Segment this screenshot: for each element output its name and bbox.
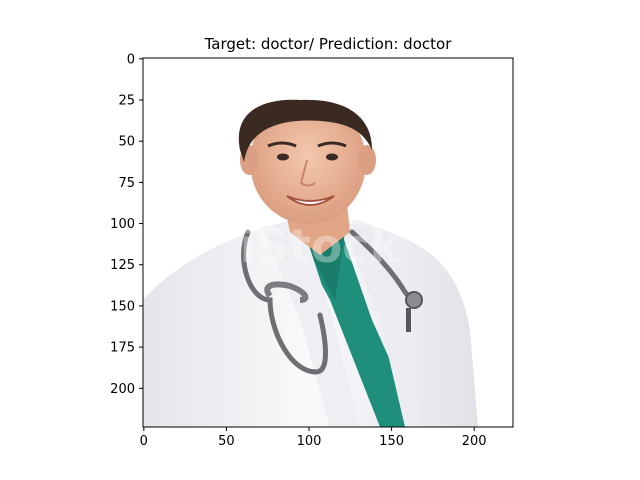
left-eyebrow xyxy=(267,141,297,148)
right-eyebrow xyxy=(317,141,347,148)
photo-image: iStock xyxy=(143,58,513,427)
y-axis: 0 25 50 75 100 125 150 175 200 xyxy=(110,52,143,397)
hair xyxy=(238,99,372,162)
x-tick-label: 0 xyxy=(140,434,148,449)
y-tick-label: 0 xyxy=(127,52,135,67)
y-tick-label: 200 xyxy=(110,382,135,397)
nose xyxy=(299,159,316,187)
y-tick-label: 100 xyxy=(110,217,135,232)
y-tick-label: 25 xyxy=(118,94,135,109)
stethoscope-tube-right xyxy=(349,229,415,303)
y-tick-label: 150 xyxy=(110,299,135,314)
x-axis: 0 50 100 150 200 xyxy=(140,427,487,449)
face xyxy=(250,100,366,224)
y-tick-label: 50 xyxy=(118,135,135,150)
axes-frame xyxy=(142,57,514,428)
y-tick-label: 175 xyxy=(110,341,135,356)
watermark-logo: iStock xyxy=(240,219,402,273)
pen-in-pocket xyxy=(406,308,411,332)
x-tick-label: 200 xyxy=(462,434,487,449)
stethoscope-binaural xyxy=(264,281,309,303)
scrub-collar xyxy=(300,232,345,300)
left-eye xyxy=(277,153,289,161)
x-tick-label: 150 xyxy=(379,434,404,449)
x-tick-label: 50 xyxy=(218,434,235,449)
stethoscope-tube xyxy=(241,229,328,375)
coat-lapel-right xyxy=(340,222,420,427)
smile xyxy=(286,195,335,206)
right-eye xyxy=(326,153,338,161)
coat-lapel-left xyxy=(262,218,360,427)
stethoscope-chestpiece xyxy=(405,291,423,309)
right-ear xyxy=(358,145,376,175)
figure-title: Target: doctor/ Prediction: doctor xyxy=(204,35,453,53)
x-tick-label: 100 xyxy=(297,434,322,449)
y-tick-label: 75 xyxy=(118,176,135,191)
y-tick-label: 125 xyxy=(110,258,135,273)
